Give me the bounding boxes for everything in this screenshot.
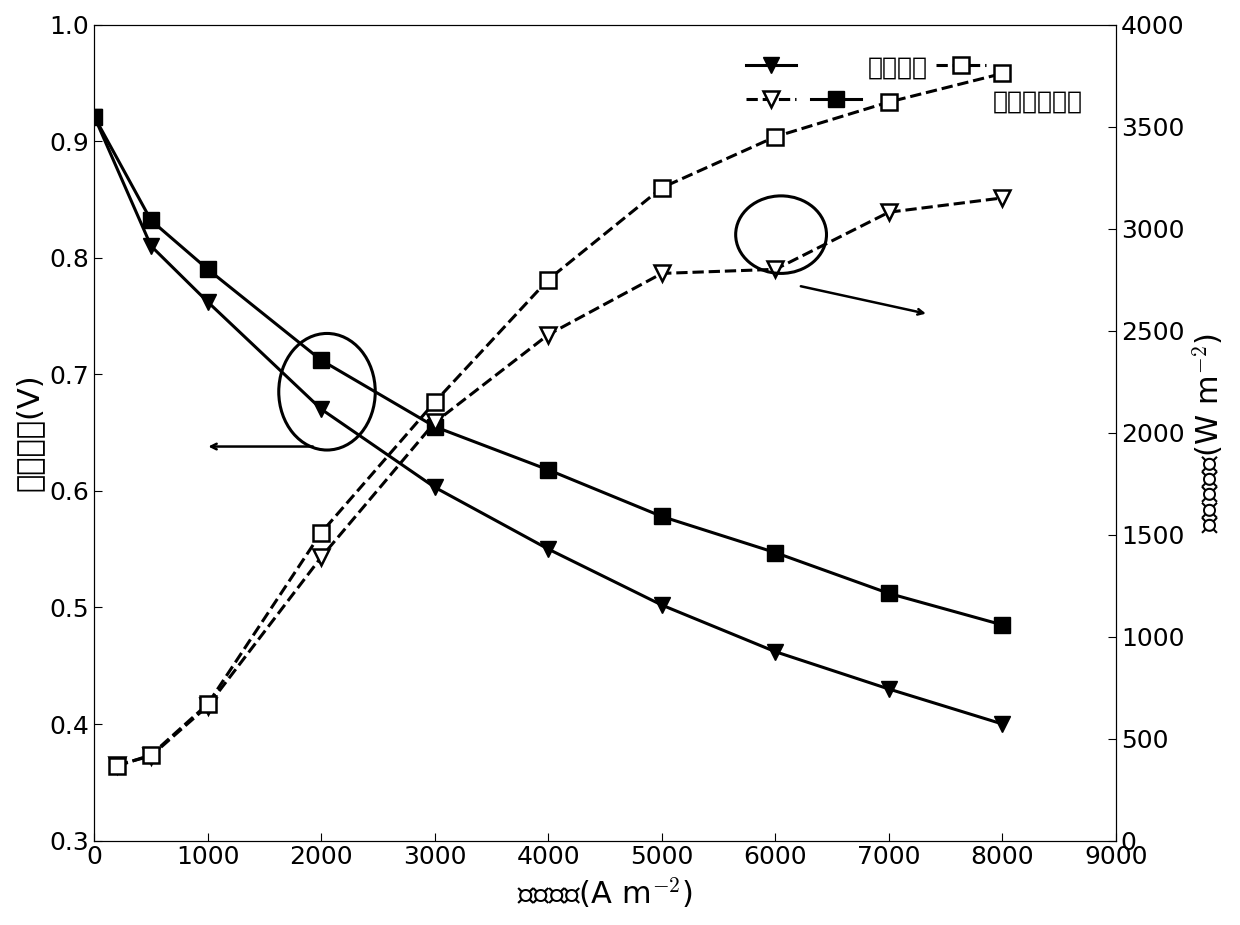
Y-axis label: 输出电压(V): 输出电压(V) (15, 374, 43, 491)
Legend: , , 传统结构, , , 阴极泡沫流道: , , 传统结构, , , 阴极泡沫流道 (735, 45, 1094, 123)
Y-axis label: 净输出功率(W m$^{-2}$): 净输出功率(W m$^{-2}$) (1190, 332, 1225, 533)
X-axis label: 电流密度(A m$^{-2}$): 电流密度(A m$^{-2}$) (517, 875, 693, 910)
